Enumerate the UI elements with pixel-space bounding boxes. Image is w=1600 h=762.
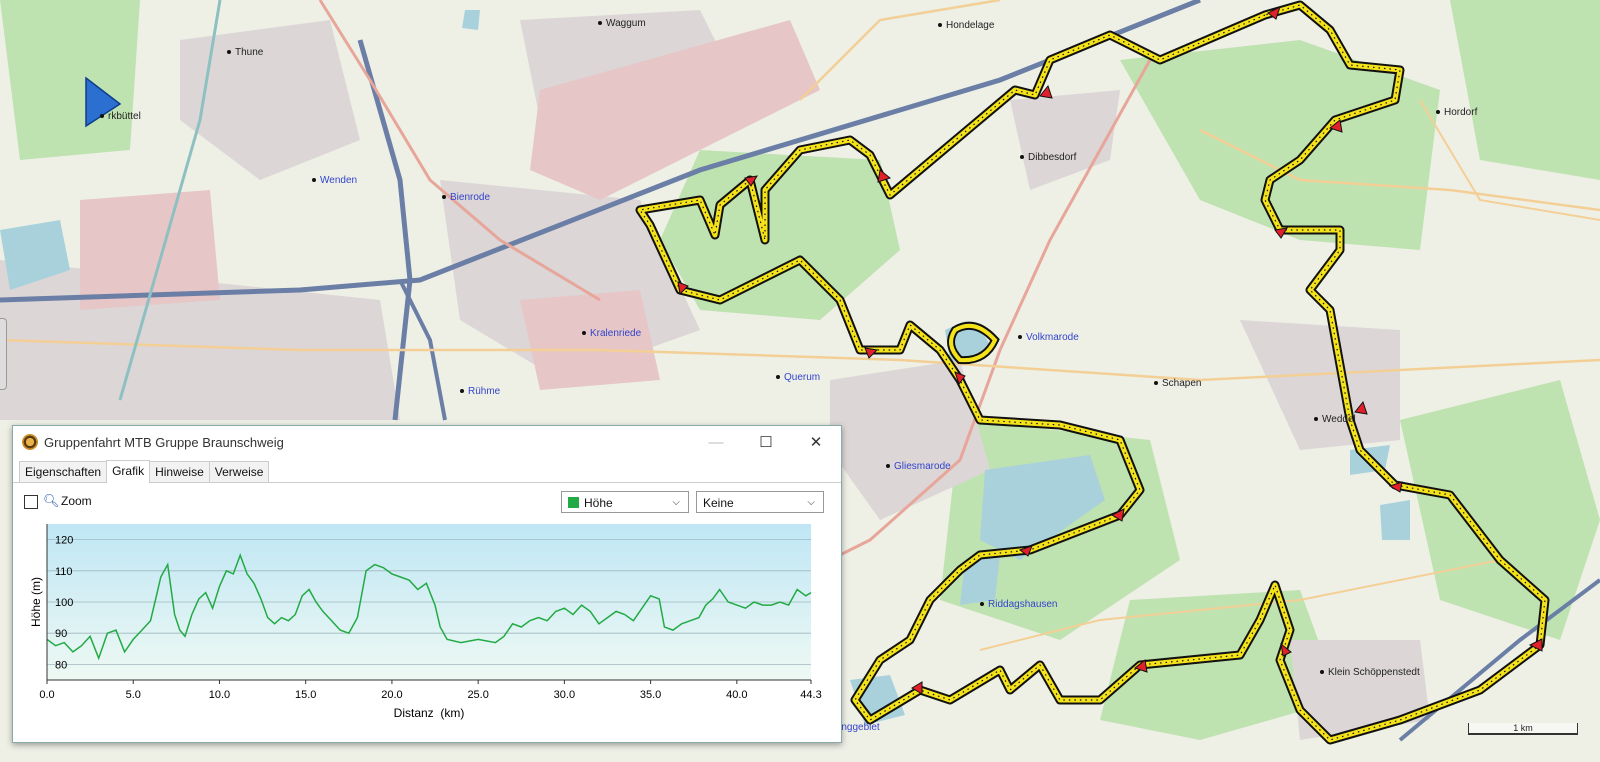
x-tick-label: 20.0 [381, 689, 402, 701]
x-tick-label: 25.0 [467, 689, 488, 701]
panel-resize-handle[interactable] [0, 318, 7, 390]
tab-bar: Eigenschaften Grafik Hinweise Verweise [13, 458, 841, 483]
road-network [0, 0, 1600, 742]
x-tick-label: 0.0 [39, 689, 54, 701]
chart-toolbar: 🔍︎ Zoom Höhe ⌵ Keine ⌵ [13, 483, 841, 519]
y-tick-label: 80 [55, 659, 67, 671]
x-axis-label: Distanz (km) [394, 706, 465, 720]
window-titlebar[interactable]: Gruppenfahrt MTB Gruppe Braunschweig — ☐… [13, 426, 841, 458]
zoom-checkbox[interactable] [24, 495, 38, 509]
tab-verweise[interactable]: Verweise [208, 461, 270, 482]
series-select[interactable]: Höhe ⌵ [561, 491, 689, 513]
tab-grafik[interactable]: Grafik [106, 460, 151, 483]
app-icon [22, 434, 38, 450]
elevation-series-line [46, 553, 812, 661]
y-tick-label: 90 [55, 628, 67, 640]
x-tick-label: 44.3 [800, 689, 821, 701]
x-tick-label: 35.0 [640, 689, 661, 701]
tab-hinweise[interactable]: Hinweise [149, 461, 210, 482]
forest-areas [0, 0, 1600, 740]
gridlines [47, 539, 811, 665]
map-label: Rühme [460, 386, 500, 397]
chevron-down-icon: ⌵ [672, 497, 680, 508]
map-label: Thune [227, 47, 263, 58]
gps-track[interactable] [635, 0, 1550, 745]
map-label: Weddel [1314, 414, 1356, 425]
map-label: rkbüttel [100, 111, 141, 122]
industrial-areas [80, 20, 820, 390]
magnifier-icon: 🔍︎ [43, 493, 60, 508]
map-label: Gliesmarode [886, 461, 951, 472]
y-axis-ticks: 80 90 100 110 120 [55, 535, 73, 672]
overlay-select-value: Keine [703, 496, 734, 510]
chevron-down-icon: ⌵ [807, 497, 815, 508]
map-label: Waggum [598, 18, 646, 29]
y-tick-label: 100 [55, 597, 73, 609]
window-title: Gruppenfahrt MTB Gruppe Braunschweig [44, 434, 284, 450]
x-tick-label: 40.0 [726, 689, 747, 701]
map-label: Hondelage [938, 20, 994, 31]
y-tick-label: 120 [55, 535, 73, 547]
y-axis-label: Höhe (m) [29, 577, 43, 627]
tab-eigenschaften[interactable]: Eigenschaften [19, 461, 108, 482]
overlay-select[interactable]: Keine ⌵ [696, 491, 824, 513]
map-label: Dibbesdorf [1020, 152, 1076, 163]
map-label: Hordorf [1436, 107, 1477, 118]
map-label: Querum [776, 372, 820, 383]
map-label: Wenden [312, 175, 357, 186]
map-label: Klein Schöppenstedt [1320, 667, 1420, 678]
map-label: Riddagshausen [980, 599, 1058, 610]
zoom-label: Zoom [61, 494, 92, 508]
route-direction-arrows [677, 6, 1543, 695]
close-button[interactable]: ✕ [809, 434, 823, 451]
x-tick-label: 15.0 [295, 689, 316, 701]
map-label: Kralenriede [582, 328, 641, 339]
map-label: Bienrode [442, 192, 490, 203]
series-color-swatch [568, 497, 579, 509]
series-select-value: Höhe [584, 496, 613, 510]
track-properties-window[interactable]: Gruppenfahrt MTB Gruppe Braunschweig — ☐… [12, 425, 842, 743]
minimize-button[interactable]: — [708, 433, 724, 451]
map-label: Volkmarode [1018, 332, 1079, 343]
x-tick-label: 30.0 [554, 689, 575, 701]
elevation-profile-chart[interactable]: 80 90 100 110 120 0.0 5.0 10.0 15.0 20.0 25.0 30.0… [13, 518, 839, 740]
x-axis-ticks: 0.0 5.0 10.0 15.0 20.0 25.0 30.0 35.0 40.0 44.3 [39, 680, 822, 701]
map-scale-bar: 1 km [1468, 723, 1578, 735]
x-tick-label: 5.0 [126, 689, 141, 701]
x-tick-label: 10.0 [209, 689, 230, 701]
maximize-button[interactable]: ☐ [759, 434, 773, 451]
y-tick-label: 110 [55, 566, 73, 578]
map-label: Schapen [1154, 378, 1201, 389]
